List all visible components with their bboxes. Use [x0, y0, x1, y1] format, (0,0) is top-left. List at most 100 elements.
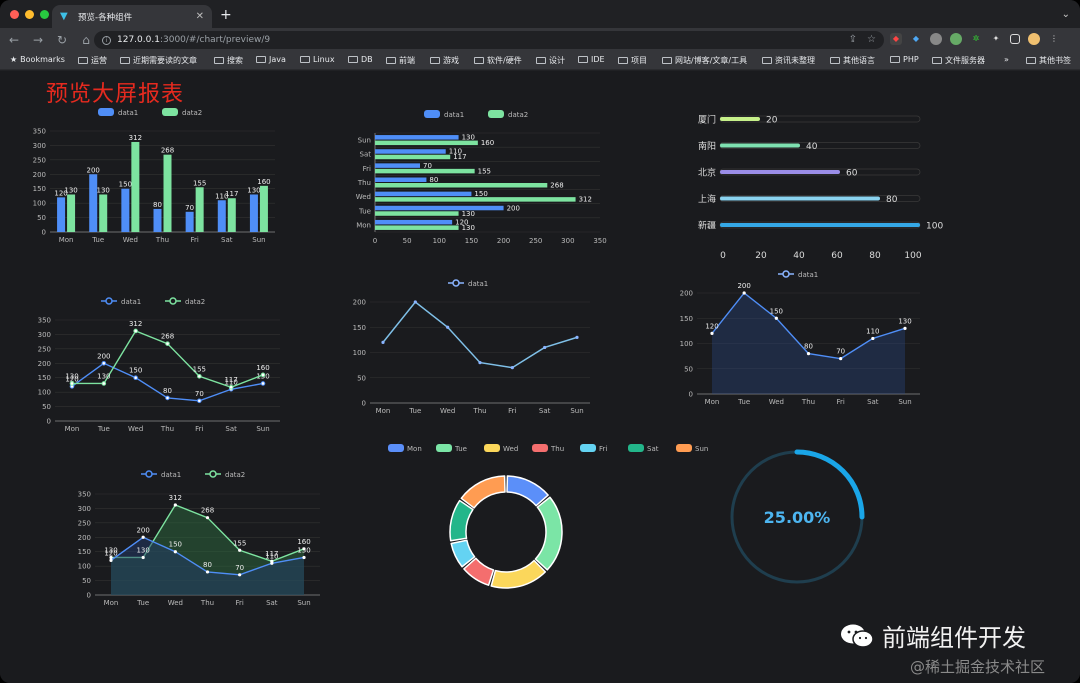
bookmark-folder[interactable]: 项目 — [618, 55, 647, 66]
diamond-extension-icon[interactable]: ◆ — [912, 34, 920, 43]
gauge-progress — [794, 449, 865, 520]
active-tab[interactable]: ▼ 预览-各种组件 ✕ — [52, 5, 212, 28]
legend-label: data2 — [182, 109, 202, 117]
extension-icon[interactable] — [950, 33, 962, 45]
bookmark-folder[interactable]: 前端 — [386, 55, 415, 66]
url-text[interactable]: 127.0.0.1:3000/#/chart/preview/9 — [117, 35, 270, 45]
data-point — [228, 384, 234, 390]
y-tick-label: 0 — [362, 400, 366, 408]
close-tab-icon[interactable]: ✕ — [195, 11, 204, 22]
bookmark-folder[interactable]: 软件/硬件 — [474, 55, 522, 66]
progress-fill — [720, 223, 920, 227]
point-value-label: 130 — [898, 317, 911, 325]
x-tick-label: Tue — [136, 599, 149, 607]
minimize-window-button[interactable] — [25, 10, 34, 19]
forward-icon[interactable]: → — [32, 33, 44, 47]
y-tick-label: 50 — [42, 403, 51, 411]
maximize-window-button[interactable] — [40, 10, 49, 19]
x-tick-label: Sun — [252, 236, 265, 244]
chevron-down-icon[interactable]: ⌄ — [1061, 9, 1070, 20]
data-point — [575, 335, 579, 339]
bookmark-folder[interactable]: 近期需要读的文章 — [120, 55, 197, 66]
data-point — [205, 516, 210, 520]
bookmark-folder[interactable]: 设计 — [536, 55, 565, 66]
legend-marker — [452, 279, 460, 287]
y-tick-label: 0 — [47, 418, 51, 426]
data-point — [238, 548, 242, 552]
bar-value-label: 110 — [215, 192, 228, 200]
x-tick-label: 100 — [904, 251, 921, 261]
bar — [227, 198, 236, 232]
y-tick-label: Mon — [356, 221, 371, 229]
back-icon[interactable]: ← — [8, 33, 20, 47]
bookmark-folder[interactable]: DB — [348, 55, 373, 64]
bookmark-folder[interactable]: 文件服务器 — [932, 55, 985, 66]
data-point — [197, 373, 202, 379]
legend-marker — [782, 270, 790, 278]
bookmark-folder[interactable]: 搜索 — [214, 55, 243, 66]
y-tick-label: 250 — [78, 519, 91, 527]
home-icon[interactable]: ⌂ — [82, 33, 90, 47]
window-controls — [10, 10, 49, 19]
address-bar[interactable]: i 127.0.0.1:3000/#/chart/preview/9 ⇪ ☆ — [94, 31, 884, 49]
extension-icon[interactable]: ◆ — [890, 33, 902, 45]
bar — [375, 225, 459, 230]
area-chart-single-series: data1 0 50 100 150 200 Mon Tue Wed Thu Fri Sat Sun 12… — [680, 270, 920, 406]
gear-extension-icon[interactable]: ✲ — [972, 34, 980, 43]
progress-value-label: 20 — [766, 116, 778, 126]
bookmark-folder[interactable]: 运营 — [78, 55, 107, 66]
bookmark-folder[interactable]: 游戏 — [430, 55, 459, 66]
url-host: 127.0.0.1 — [117, 35, 160, 45]
point-value-label: 155 — [193, 365, 206, 373]
bar — [375, 177, 427, 182]
bookmark-folder[interactable]: Java — [256, 55, 286, 64]
bookmark-folder[interactable]: 其他书签 — [1026, 55, 1071, 66]
bookmark-star-icon[interactable]: ☆ — [867, 34, 876, 45]
info-icon[interactable]: i — [102, 35, 111, 45]
reload-icon[interactable]: ↻ — [56, 33, 68, 47]
data-point — [260, 372, 266, 378]
close-window-button[interactable] — [10, 10, 19, 19]
folder-icon — [762, 57, 772, 64]
bar-value-label: 150 — [474, 190, 487, 198]
bar-value-label: 117 — [453, 153, 466, 161]
bookmark-folder[interactable]: IDE — [578, 55, 605, 64]
bookmarks-overflow-button[interactable]: » — [1004, 55, 1009, 64]
bookmark-folder[interactable]: PHP — [890, 55, 919, 64]
share-icon[interactable]: ⇪ — [848, 34, 858, 45]
folder-icon — [214, 57, 224, 64]
menu-dots-icon[interactable]: ⋮ — [1050, 34, 1058, 43]
x-tick-label: Mon — [59, 236, 74, 244]
new-tab-icon[interactable]: + — [220, 7, 232, 23]
legend-marker — [145, 470, 153, 478]
pie-slice — [450, 539, 476, 568]
legend-label: data1 — [444, 111, 464, 119]
bookmark-label: 文件服务器 — [945, 56, 985, 65]
folder-icon — [536, 57, 546, 64]
puzzle-icon[interactable]: ✦ — [992, 34, 1000, 43]
line-chart-single-series: data1 0 50 100 150 200 Mon Tue Wed Thu Fri Sat Sun — [353, 279, 590, 415]
y-tick-label: 300 — [38, 331, 51, 339]
point-value-label: 160 — [256, 364, 269, 372]
bookmark-folder[interactable]: 其他语言 — [830, 55, 875, 66]
gauge-value-label: 25.00% — [764, 508, 831, 527]
bookmarks-item[interactable]: ★ Bookmarks — [10, 55, 65, 64]
avatar[interactable] — [1028, 33, 1040, 45]
x-tick-label: Wed — [123, 236, 138, 244]
browser-toolbar: ← → ↻ ⌂ i 127.0.0.1:3000/#/chart/preview… — [0, 28, 1080, 52]
bookmark-folder[interactable]: Linux — [300, 55, 335, 64]
legend-swatch — [388, 444, 404, 452]
x-tick-label: Wed — [168, 599, 183, 607]
bookmark-folder[interactable]: 资讯未整理 — [762, 55, 815, 66]
data-point — [238, 573, 242, 577]
bookmark-folder[interactable]: 网站/博客/文章/工具 — [662, 55, 747, 66]
folder-icon — [474, 57, 484, 64]
city-label: 北京 — [698, 167, 716, 179]
extension-icon[interactable] — [930, 33, 942, 45]
point-value-label: 150 — [169, 541, 182, 549]
point-value-label: 312 — [169, 494, 182, 502]
sidebar-icon[interactable] — [1010, 34, 1020, 44]
data-point — [381, 340, 385, 344]
folder-icon — [662, 57, 672, 64]
